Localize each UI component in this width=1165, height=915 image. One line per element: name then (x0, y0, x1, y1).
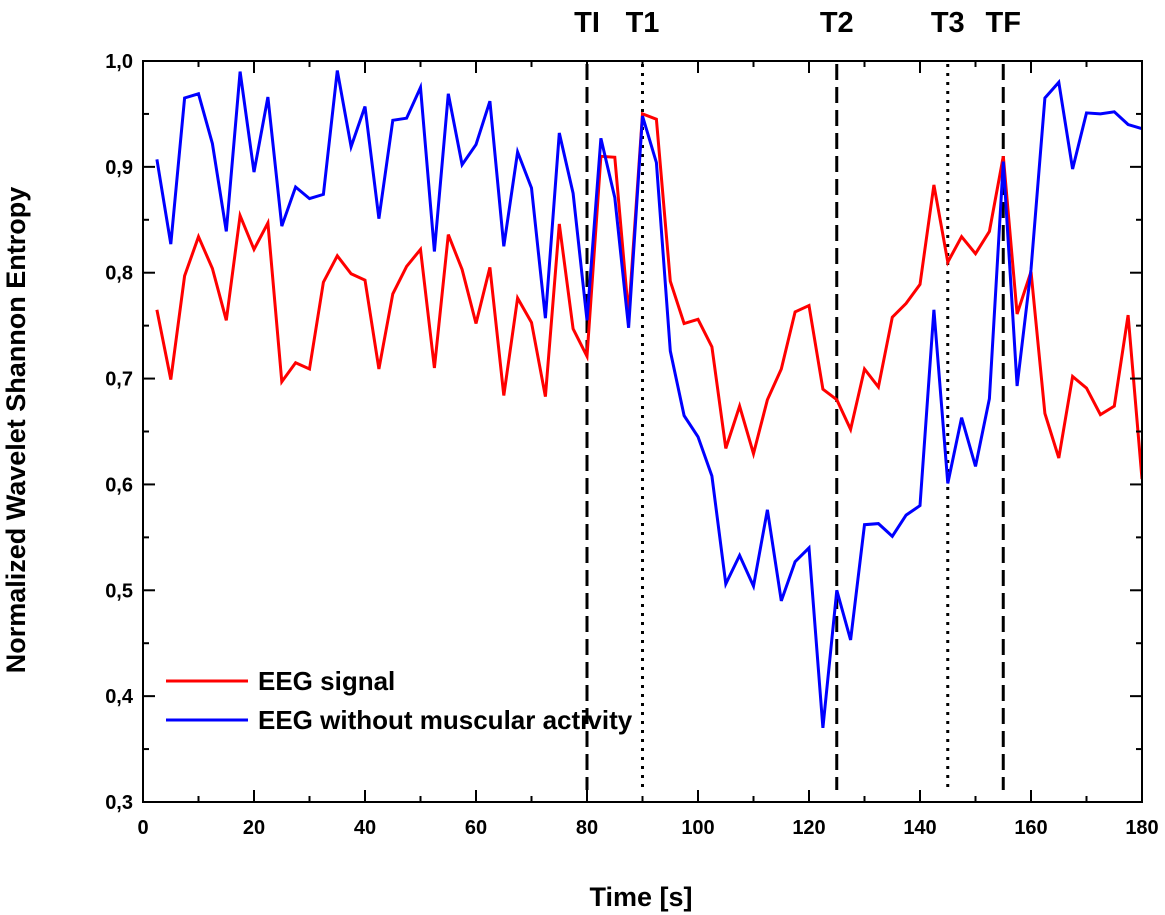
x-tick-label: 20 (243, 817, 265, 839)
marker-label-t2: T2 (820, 7, 854, 39)
y-tick-label: 0,7 (105, 369, 133, 391)
axis-labels: Time [s] Normalized Wavelet Shannon Entr… (1, 187, 693, 912)
x-tick-label: 60 (465, 817, 487, 839)
legend-label: EEG signal (258, 666, 395, 696)
y-tick-label: 0,3 (105, 792, 133, 814)
x-tick-label: 160 (1014, 817, 1047, 839)
y-tick-label: 0,4 (105, 686, 134, 708)
axis-ticks: 0 20 40 60 80 100 120 140 160 180 0,3 0,4 0,5 0,6 0,7 0… (105, 51, 1159, 839)
x-tick-label: 140 (903, 817, 936, 839)
series-line-eeg-without-muscular (155, 70, 1142, 729)
x-tick-label: 80 (576, 817, 598, 839)
x-tick-label: 0 (137, 817, 148, 839)
y-axis-label: Normalized Wavelet Shannon Entropy (1, 187, 31, 674)
series-lines (155, 70, 1142, 729)
x-tick-label: 40 (354, 817, 376, 839)
x-tick-label: 100 (681, 817, 714, 839)
legend-label: EEG without muscular activity (258, 705, 633, 735)
y-tick-label: 0,8 (105, 263, 133, 285)
y-tick-label: 1,0 (105, 51, 133, 73)
marker-label-t1: T1 (626, 7, 660, 39)
x-tick-label: 120 (792, 817, 825, 839)
x-axis-label: Time [s] (589, 882, 692, 912)
y-tick-label: 0,9 (105, 157, 133, 179)
y-tick-label: 0,5 (105, 580, 133, 602)
series-line-eeg-signal (155, 111, 1142, 480)
y-tick-label: 0,6 (105, 474, 133, 496)
marker-label-tf: TF (986, 7, 1021, 39)
legend: EEG signal EEG without muscular activity (166, 666, 633, 735)
marker-label-t3: T3 (931, 7, 965, 39)
marker-label-ti: TI (574, 7, 600, 39)
x-tick-label: 180 (1125, 817, 1158, 839)
